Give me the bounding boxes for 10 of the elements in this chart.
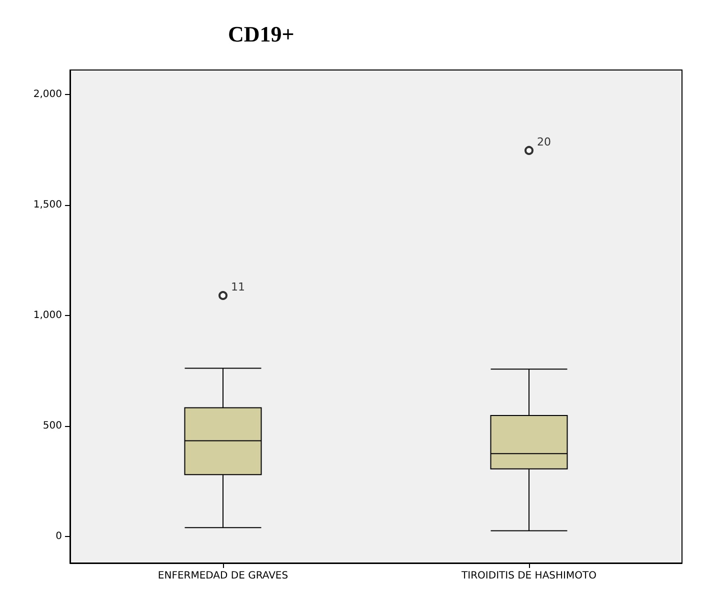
y-tick-label: 500 bbox=[42, 420, 62, 432]
annotation: 20 bbox=[537, 135, 551, 148]
chart-title: CD19+ bbox=[228, 22, 294, 46]
y-tick-label: 2,000 bbox=[33, 88, 62, 100]
y-tick-label: 1,500 bbox=[33, 199, 62, 210]
annotation: 11 bbox=[231, 280, 245, 294]
y-tick-label: 0 bbox=[56, 530, 62, 542]
y-tick-label: 1,000 bbox=[33, 310, 62, 321]
x-tick-label: ENFERMEDAD DE GRAVES bbox=[158, 570, 288, 582]
x-tick-label: TIROIDITIS DE HASHIMOTO bbox=[460, 570, 597, 582]
